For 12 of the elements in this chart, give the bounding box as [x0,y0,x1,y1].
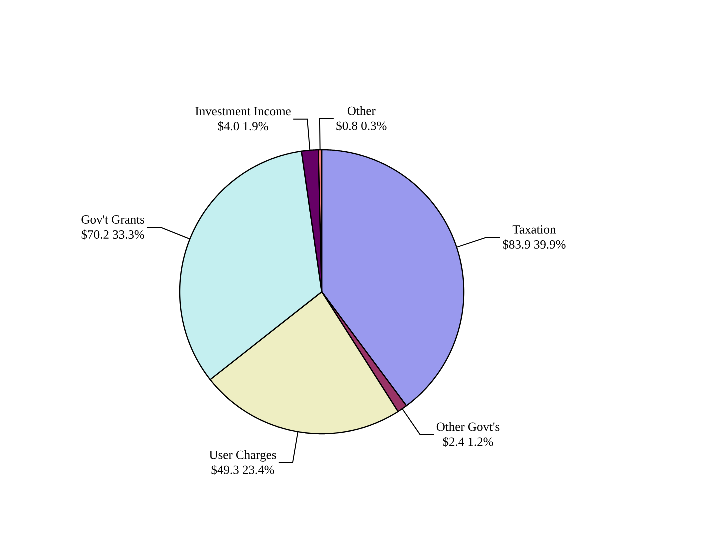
slice-label: Taxation [512,226,556,234]
data-label: $4.0 1.9% [218,121,268,132]
data-label: $49.3 23.4% [212,465,274,476]
slice-label: Other Govt's [436,422,500,432]
data-label: $70.2 33.3% [82,230,144,240]
slice-label: User Charges [210,450,276,462]
slice-label: Other [348,106,376,116]
data-label: $0.8 0.3% [336,121,387,132]
slice-label: Investment Income [196,107,291,116]
data-label: $2.4 1.2% [443,437,494,448]
slice-label: Gov't Grants [82,216,144,224]
data-label: $83.9 39.9% [503,240,566,250]
